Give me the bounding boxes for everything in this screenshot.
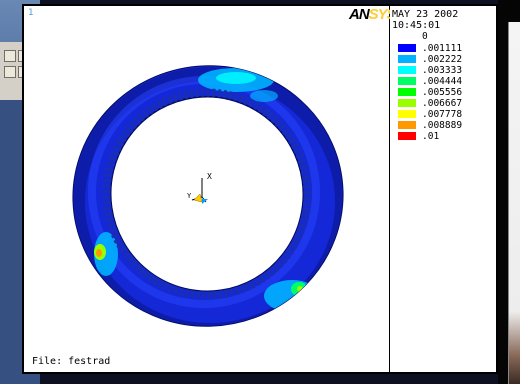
coordinate-triad: X Y xyxy=(187,172,212,204)
toolbar-button[interactable] xyxy=(4,50,16,62)
file-label: File: festrad xyxy=(32,356,111,367)
stress-region-left-peak xyxy=(96,249,102,257)
legend-swatch xyxy=(398,99,416,107)
legend-band-value: .008889 xyxy=(422,120,463,131)
legend-panel: MAY 23 2002 10:45:01 0 .001111 .002222 .… xyxy=(390,6,496,372)
legend-swatch xyxy=(398,55,416,63)
legend-band-value: .002222 xyxy=(422,54,463,65)
legend-swatch xyxy=(398,77,416,85)
legend-swatch xyxy=(398,88,416,96)
background-image-pane xyxy=(508,22,520,384)
legend-swatch xyxy=(398,66,416,74)
legend-swatch xyxy=(398,132,416,140)
legend-band-value: .005556 xyxy=(422,87,463,98)
legend-swatch xyxy=(398,110,416,118)
window-number: 1 xyxy=(28,8,34,18)
date-text: MAY 23 2002 xyxy=(392,9,459,20)
legend-swatch xyxy=(398,121,416,129)
legend-swatch xyxy=(398,44,416,52)
stress-region-right xyxy=(264,280,320,312)
gear-inner-edge xyxy=(110,96,304,292)
ansys-graphics-window[interactable]: 1 ANSYS xyxy=(22,4,498,374)
gear-teeth xyxy=(102,88,312,300)
time-text: 10:45:01 xyxy=(392,20,441,31)
legend-band-value: .007778 xyxy=(422,109,463,120)
graphics-viewport[interactable]: 1 ANSYS xyxy=(24,6,397,372)
stress-region-topright xyxy=(250,90,278,102)
legend-band-value: .006667 xyxy=(422,98,463,109)
ansys-logo: ANSYS xyxy=(349,6,397,23)
triad-y-label: Y xyxy=(187,192,192,200)
legend-band-value: .01 xyxy=(422,131,440,142)
legend-min-value: 0 xyxy=(422,31,428,42)
gear-ring-plot[interactable]: X Y xyxy=(24,6,390,372)
legend-band-value: .004444 xyxy=(422,76,463,87)
triad-x-label: X xyxy=(207,172,212,181)
legend-band-value: .003333 xyxy=(422,65,463,76)
legend-band-value: .001111 xyxy=(422,43,463,54)
toolbar-button[interactable] xyxy=(4,66,16,78)
stress-region-left xyxy=(94,232,118,276)
stress-region-top-inner xyxy=(216,72,256,84)
